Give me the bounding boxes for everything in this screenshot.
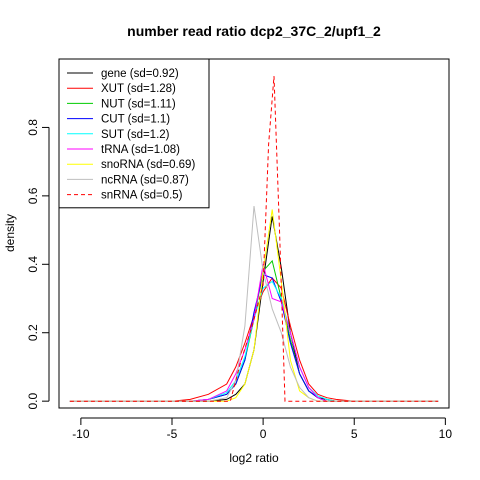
legend-label: SUT (sd=1.2): [101, 129, 170, 141]
legend-label: snRNA (sd=0.5): [101, 190, 183, 202]
series-line-3: [69, 273, 439, 402]
legend-label: NUT (sd=1.11): [101, 98, 176, 110]
legend-label: XUT (sd=1.28): [101, 83, 176, 95]
y-tick-label: 0.6: [26, 187, 40, 204]
x-tick-label: 5: [351, 427, 358, 441]
y-tick-label: 0.8: [26, 119, 40, 136]
series-line-1: [69, 277, 439, 402]
series-line-7: [69, 206, 439, 402]
x-tick-label: -5: [167, 427, 178, 441]
x-tick-label: -10: [72, 427, 90, 441]
legend: gene (sd=0.92) XUT (sd=1.28) NUT (sd=1.11)…: [58, 58, 210, 209]
y-tick-label: 0.0: [26, 392, 40, 409]
y-tick-label: 0.2: [26, 324, 40, 341]
y-axis-label: density: [3, 214, 17, 252]
series-line-6: [69, 209, 439, 402]
legend-label: gene (sd=0.92): [101, 68, 179, 80]
series-line-4: [69, 280, 439, 402]
x-tick-label: 0: [260, 427, 267, 441]
y-axis: 0.0 0.2 0.4 0.6 0.8: [26, 119, 50, 410]
x-axis: -10 -5 0 5 10: [72, 417, 453, 441]
series-layer: [69, 76, 439, 402]
plot-frame: [58, 58, 450, 409]
series-line-5: [69, 264, 439, 402]
series-line-8: [69, 76, 439, 402]
series-line-0: [69, 216, 439, 402]
series-line-2: [69, 259, 439, 402]
legend-label: ncRNA (sd=0.87): [101, 174, 189, 186]
chart-title: number read ratio dcp2_37C_2/upf1_2: [127, 23, 381, 39]
legend-label: snoRNA (sd=0.69): [101, 159, 195, 171]
x-tick-label: 10: [439, 427, 453, 441]
y-tick-label: 0.4: [26, 256, 40, 273]
legend-label: tRNA (sd=1.08): [101, 144, 180, 156]
legend-label: CUT (sd=1.1): [101, 114, 170, 126]
x-axis-label: log2 ratio: [229, 451, 279, 465]
